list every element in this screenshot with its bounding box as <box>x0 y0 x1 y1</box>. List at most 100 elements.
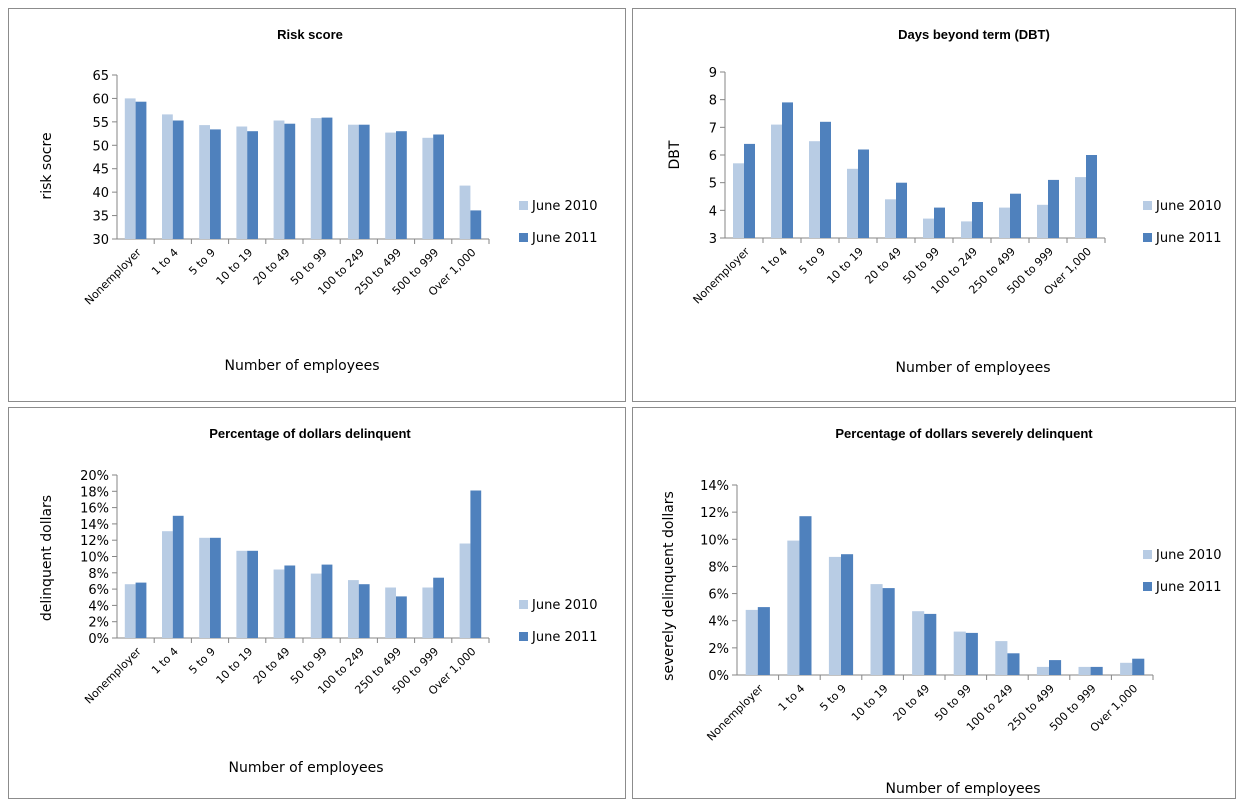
bar-june-2011 <box>1090 666 1103 675</box>
legend-swatch-june-2010 <box>1143 201 1152 210</box>
y-tick-label: 4 <box>709 204 717 219</box>
x-tick-label: 20 to 49 <box>251 645 293 687</box>
bar-june-2011 <box>210 537 221 638</box>
bar-june-2010 <box>162 531 173 638</box>
bar-june-2010 <box>199 125 210 239</box>
bar-june-2011 <box>882 588 895 675</box>
bar-june-2010 <box>459 185 471 239</box>
bar-june-2011 <box>284 123 296 239</box>
x-axis-label: Number of employees <box>228 760 383 776</box>
bar-june-2010 <box>422 587 434 638</box>
dbt-chart: Days beyond term (DBT) 3 4 5 6 7 8 9 Nonemployer… <box>667 27 1222 376</box>
legend-label: June 2011 <box>531 630 598 645</box>
bar-june-2011 <box>284 565 296 638</box>
x-tick-label: Nonemployer <box>82 246 144 308</box>
y-tick-label: 55 <box>92 116 109 131</box>
legend-swatch-june-2011 <box>1143 582 1152 591</box>
bar-june-2010 <box>124 584 136 638</box>
x-tick-label: Nonemployer <box>691 245 753 307</box>
y-tick-label: 3 <box>709 232 717 247</box>
bar-june-2010 <box>236 126 248 239</box>
y-tick-label: 20% <box>80 469 109 484</box>
bar-june-2011 <box>782 102 793 239</box>
bar-june-2010 <box>961 221 972 238</box>
y-tick-label: 2% <box>708 642 729 657</box>
x-tick-label: 1 to 4 <box>149 246 181 278</box>
bar-june-2010 <box>348 124 359 239</box>
x-tick-label: 20 to 49 <box>862 245 904 287</box>
risk-score-chart: Risk score 30 35 40 45 50 55 60 65 Nonemployer 1 t… <box>39 27 598 374</box>
bar-june-2011 <box>820 121 831 238</box>
bar-june-2011 <box>470 490 482 638</box>
bar-june-2010 <box>828 556 841 675</box>
x-axis-label: Number of employees <box>885 781 1040 797</box>
bar-june-2010 <box>310 118 322 239</box>
legend-label: June 2011 <box>531 231 598 246</box>
bar-june-2011 <box>934 207 945 238</box>
y-tick-label: 6 <box>709 149 717 164</box>
legend-swatch-june-2010 <box>519 201 528 210</box>
bar-june-2011 <box>799 516 812 675</box>
x-axis-label: Number of employees <box>224 358 379 374</box>
bar-june-2010 <box>787 540 800 675</box>
x-tick-label: 5 to 9 <box>796 245 828 277</box>
bar-june-2011 <box>433 577 444 638</box>
bar-june-2010 <box>348 580 359 638</box>
y-tick-label: 0% <box>88 632 109 647</box>
y-tick-label: 50 <box>92 139 109 154</box>
bar-june-2010 <box>385 132 396 239</box>
bar-june-2011 <box>858 149 869 238</box>
bar-june-2010 <box>923 218 934 238</box>
bar-june-2010 <box>953 631 966 675</box>
legend-swatch-june-2011 <box>519 632 528 641</box>
chart-title: Days beyond term (DBT) <box>898 27 1050 42</box>
chart-panel-dbt: Days beyond term (DBT) 3 4 5 6 7 8 9 Nonemployer… <box>632 8 1236 402</box>
bar-june-2011 <box>1007 653 1020 675</box>
chart-title: Percentage of dollars severely delinquen… <box>835 426 1093 441</box>
severely-delinquent-chart: Percentage of dollars severely delinquen… <box>661 426 1222 797</box>
chart-panel-dollars-delinquent: Percentage of dollars delinquent 0% 2% 4% 6%… <box>8 407 626 799</box>
y-tick-label: 60 <box>92 92 109 107</box>
y-tick-label: 45 <box>92 163 109 178</box>
x-tick-label: 50 to 99 <box>932 682 974 724</box>
x-tick-label: Nonemployer <box>704 682 766 744</box>
x-tick-label: 10 to 19 <box>214 246 256 288</box>
y-axis-label: delinquent dollars <box>39 495 55 621</box>
y-tick-label: 12% <box>700 506 729 521</box>
bar-june-2011 <box>841 554 854 675</box>
bar-june-2010 <box>199 537 210 638</box>
bar-june-2010 <box>273 569 285 638</box>
bar-june-2010 <box>422 137 434 239</box>
bar-june-2011 <box>744 143 755 238</box>
bar-june-2011 <box>210 129 221 239</box>
bar-june-2011 <box>1010 193 1021 238</box>
y-tick-label: 18% <box>80 485 109 500</box>
bar-june-2011 <box>1048 179 1059 238</box>
x-tick-label: 10 to 19 <box>214 645 256 687</box>
bar-june-2011 <box>321 564 333 638</box>
bar-june-2011 <box>972 202 983 238</box>
x-tick-label: Nonemployer <box>82 645 144 707</box>
bar-june-2010 <box>733 163 744 238</box>
chart-legend: June 2010 June 2011 <box>1143 199 1222 246</box>
y-tick-label: 10% <box>700 533 729 548</box>
legend-label: June 2010 <box>531 598 598 613</box>
chart-legend: June 2010 June 2011 <box>519 199 598 246</box>
legend-swatch-june-2010 <box>519 600 528 609</box>
bar-june-2011 <box>757 607 770 675</box>
bar-june-2011 <box>358 124 370 239</box>
bar-june-2011 <box>396 131 407 239</box>
bar-june-2010 <box>771 124 782 238</box>
bar-june-2010 <box>273 120 285 239</box>
x-tick-label: 10 to 19 <box>824 245 866 287</box>
bar-june-2011 <box>321 117 333 239</box>
y-tick-label: 8% <box>88 567 109 582</box>
y-tick-label: 9 <box>709 66 717 81</box>
bar-june-2010 <box>162 114 173 239</box>
y-tick-label: 8% <box>708 560 729 575</box>
y-tick-label: 10% <box>80 551 109 566</box>
bar-june-2010 <box>124 98 136 240</box>
chart-panel-risk-score: Risk score 30 35 40 45 50 55 60 65 Nonemployer 1 t… <box>8 8 626 402</box>
legend-label: June 2010 <box>1155 548 1222 563</box>
bar-june-2010 <box>385 587 396 638</box>
